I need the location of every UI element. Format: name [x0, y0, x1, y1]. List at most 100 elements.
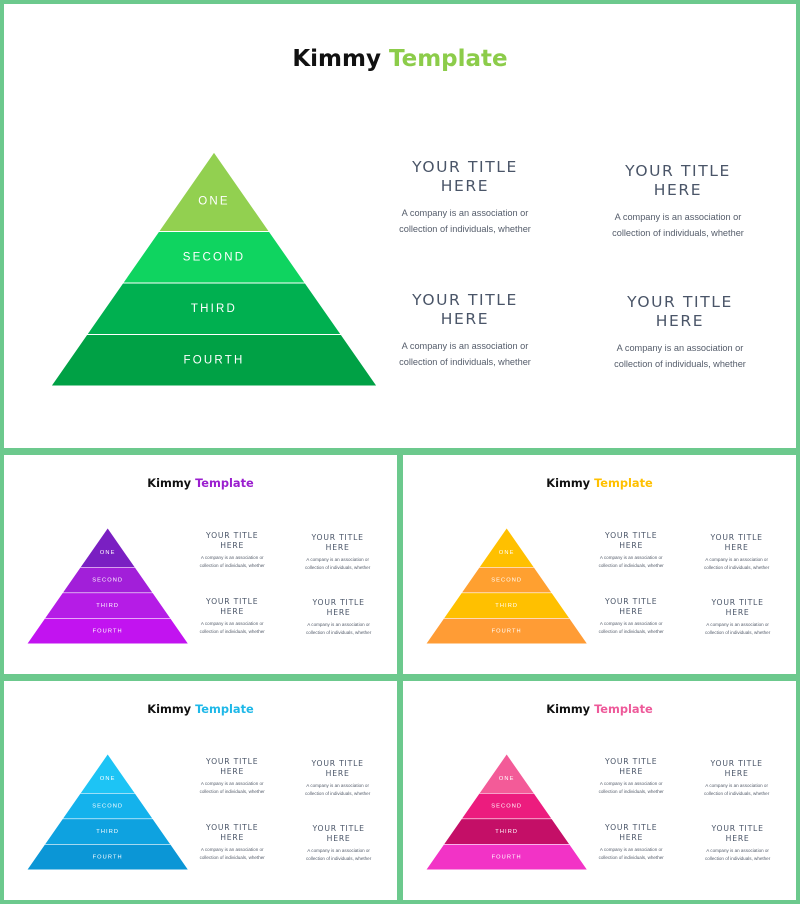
slide-title: Kimmy Template — [4, 46, 796, 72]
text-block-3[interactable]: YOUR TITLE HERE A company is an associatio… — [375, 291, 555, 370]
text-block-2[interactable]: YOUR TITLE HERE A company is an associatio… — [692, 759, 781, 798]
block-body-line-1: A company is an association or — [307, 848, 370, 854]
pyramid-layer-fourth-label: FOURTH — [93, 855, 123, 861]
text-block-3[interactable]: YOUR TITLE HERE A company is an associatio… — [188, 823, 277, 862]
text-block-3[interactable]: YOUR TITLE HERE A company is an associatio… — [188, 597, 277, 636]
pyramid-diagram: ONE SECOND THIRD FOURTH — [425, 753, 589, 871]
title-text-accent: Template — [195, 701, 254, 716]
pyramid-layer-fourth[interactable] — [50, 334, 378, 387]
text-block-1[interactable]: YOUR TITLE HERE A company is an associatio… — [188, 531, 277, 570]
block-title-line-2: HERE — [653, 181, 703, 200]
slide-5[interactable]: Kimmy Template ONE SECOND THIRD FOURTH YOUR T… — [403, 681, 796, 900]
block-body-line-1: A company is an association or — [200, 847, 264, 853]
pyramid-layer-one[interactable] — [157, 151, 271, 233]
block-body-line-1: A company is an association or — [705, 557, 768, 563]
pyramid-layer-one[interactable] — [79, 753, 136, 794]
block-title-line-1: YOUR TITLE — [605, 757, 658, 767]
block-title-line-1: YOUR TITLE — [206, 597, 259, 607]
text-block-2[interactable]: YOUR TITLE HERE A company is an associatio… — [692, 533, 781, 572]
text-block-4[interactable]: YOUR TITLE HERE A company is an associatio… — [590, 293, 770, 372]
text-block-1[interactable]: YOUR TITLE HERE A company is an associatio… — [587, 531, 676, 570]
block-title-line-2: HERE — [724, 768, 749, 778]
title-text-main: Kimmy — [147, 475, 192, 490]
block-body-line-1: A company is an association or — [706, 848, 769, 854]
block-body-line-2: collection of individuals, whether — [705, 630, 771, 636]
text-block-2[interactable]: YOUR TITLE HERE A company is an associatio… — [293, 533, 382, 572]
block-title-line-1: YOUR TITLE — [605, 531, 658, 541]
block-body-line-2: collection of individuals, whether — [399, 356, 531, 367]
pyramid-layer-fourth[interactable] — [425, 844, 589, 871]
block-body-line-2: collection of individuals, whether — [199, 629, 265, 635]
block-title-line-2: HERE — [724, 542, 749, 552]
pyramid-layer-one[interactable] — [79, 527, 136, 568]
pyramid-layer-second-label: SECOND — [183, 251, 245, 263]
block-body-line-1: A company is an association or — [706, 622, 769, 628]
block-title-line-2: HERE — [619, 832, 644, 842]
text-block-3[interactable]: YOUR TITLE HERE A company is an associatio… — [587, 597, 676, 636]
block-body-line-2: collection of individuals, whether — [705, 856, 771, 862]
slide-2[interactable]: Kimmy Template ONE SECOND THIRD FOURTH YOUR T… — [4, 455, 397, 674]
text-block-4[interactable]: YOUR TITLE HERE A company is an associatio… — [294, 598, 383, 637]
block-body-line-2: collection of individuals, whether — [306, 856, 372, 862]
text-block-2[interactable]: YOUR TITLE HERE A company is an associatio… — [293, 759, 382, 798]
title-text-accent: Template — [388, 46, 508, 72]
block-body-line-1: A company is an association or — [200, 781, 264, 787]
text-block-4[interactable]: YOUR TITLE HERE A company is an associatio… — [693, 824, 782, 863]
pyramid-layer-third-label: THIRD — [496, 829, 519, 835]
block-body-line-2: collection of individuals, whether — [598, 629, 664, 635]
block-title-line-1: YOUR TITLE — [312, 598, 365, 608]
block-body-line-2: collection of individuals, whether — [399, 223, 531, 234]
block-body-line-2: collection of individuals, whether — [199, 563, 265, 569]
block-title-line-1: YOUR TITLE — [412, 158, 518, 176]
block-body-line-2: collection of individuals, whether — [199, 855, 265, 861]
block-title-line-2: HERE — [325, 542, 350, 552]
slide-3[interactable]: Kimmy Template ONE SECOND THIRD FOURTH YOUR T… — [403, 455, 796, 674]
text-block-4[interactable]: YOUR TITLE HERE A company is an associatio… — [693, 598, 782, 637]
pyramid-layer-second-label: SECOND — [491, 578, 522, 584]
slide-title: Kimmy Template — [4, 702, 397, 716]
block-body-line-1: A company is an association or — [616, 342, 744, 353]
pyramid-layer-fourth[interactable] — [26, 844, 190, 871]
block-body-line-1: A company is an association or — [614, 211, 742, 222]
block-title-line-2: HERE — [325, 768, 350, 778]
slide-4[interactable]: Kimmy Template ONE SECOND THIRD FOURTH YOUR T… — [4, 681, 397, 900]
pyramid-layer-one-label: ONE — [499, 776, 515, 782]
block-body-line-2: collection of individuals, whether — [614, 358, 746, 369]
text-block-2[interactable]: YOUR TITLE HERE A company is an associatio… — [588, 162, 768, 241]
slide-1[interactable]: Kimmy Template ONE SECOND THIRD FOURTH YOUR T… — [4, 4, 796, 448]
pyramid-layer-one[interactable] — [478, 527, 535, 568]
text-block-1[interactable]: YOUR TITLE HERE A company is an associatio… — [188, 757, 277, 796]
block-title-line-1: YOUR TITLE — [711, 824, 764, 834]
pyramid-layer-second-label: SECOND — [92, 804, 123, 810]
text-block-3[interactable]: YOUR TITLE HERE A company is an associatio… — [587, 823, 676, 862]
block-body-line-1: A company is an association or — [705, 783, 768, 789]
slide-title: Kimmy Template — [403, 702, 796, 716]
block-title-line-2: HERE — [440, 310, 490, 329]
block-body-line-2: collection of individuals, whether — [306, 630, 372, 636]
block-title-line-2: HERE — [220, 606, 245, 616]
pyramid-layer-one-label: ONE — [198, 195, 230, 207]
text-block-1[interactable]: YOUR TITLE HERE A company is an associatio… — [587, 757, 676, 796]
title-text-main: Kimmy — [546, 701, 591, 716]
text-block-1[interactable]: YOUR TITLE HERE A company is an associatio… — [375, 158, 555, 237]
title-text-main: Kimmy — [546, 475, 591, 490]
pyramid-diagram: ONE SECOND THIRD FOURTH — [26, 753, 190, 871]
block-title-line-1: YOUR TITLE — [710, 759, 763, 769]
title-text-main: Kimmy — [147, 701, 192, 716]
title-text-accent: Template — [594, 475, 653, 490]
slide-title: Kimmy Template — [403, 476, 796, 490]
block-body-line-2: collection of individuals, whether — [704, 565, 770, 571]
text-block-4[interactable]: YOUR TITLE HERE A company is an associatio… — [294, 824, 383, 863]
pyramid-diagram: ONE SECOND THIRD FOURTH — [425, 527, 589, 645]
block-body-line-2: collection of individuals, whether — [598, 563, 664, 569]
block-title-line-2: HERE — [220, 540, 245, 550]
block-body-line-1: A company is an association or — [306, 783, 369, 789]
block-body-line-1: A company is an association or — [307, 622, 370, 628]
pyramid-layer-fourth[interactable] — [425, 618, 589, 645]
block-title-line-2: HERE — [326, 607, 351, 617]
title-text-accent: Template — [195, 475, 254, 490]
pyramid-layer-one[interactable] — [478, 753, 535, 794]
block-body-line-1: A company is an association or — [401, 207, 529, 218]
block-body-line-1: A company is an association or — [401, 340, 529, 351]
pyramid-layer-fourth[interactable] — [26, 618, 190, 645]
